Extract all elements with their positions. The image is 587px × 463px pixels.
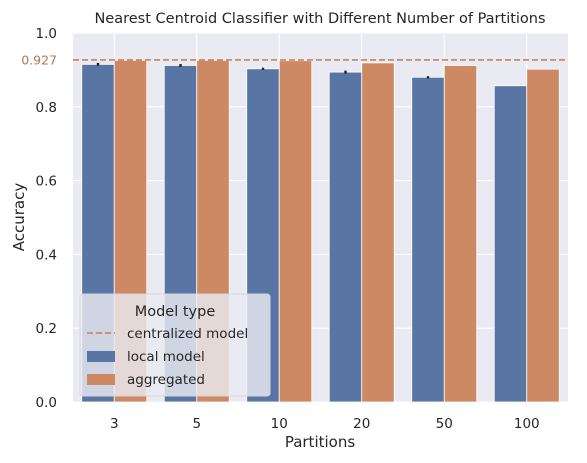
y-tick-label: 0.6 — [36, 174, 57, 190]
reference-value-label: 0.927 — [21, 52, 57, 67]
y-tick-label: 0.0 — [36, 395, 57, 411]
y-tick-label: 0.8 — [36, 100, 57, 116]
bar-local-model-50 — [411, 76, 445, 403]
chart-title: Nearest Centroid Classifier with Differe… — [94, 11, 545, 27]
x-tick-label: 5 — [192, 416, 201, 432]
bar-aggregated-100 — [526, 68, 560, 403]
x-tick-label: 3 — [110, 416, 119, 432]
legend-label-local-model: local model — [127, 349, 205, 365]
bar-aggregated-20 — [361, 62, 395, 403]
legend-title: Model type — [135, 304, 216, 320]
y-tick-label: 1.0 — [36, 26, 57, 42]
x-tick-label: 10 — [271, 416, 288, 432]
x-tick-label: 20 — [353, 416, 370, 432]
bar-aggregated-10 — [278, 60, 313, 403]
legend: Model type centralized model local model… — [79, 293, 271, 397]
legend-swatch-aggregated — [87, 374, 115, 385]
legend-label-centralized-model: centralized model — [127, 326, 248, 342]
legend-swatch-local-model — [87, 351, 115, 362]
bar-local-model-20 — [328, 71, 363, 403]
x-tick-label: 50 — [436, 416, 453, 432]
x-axis-label: Partitions — [285, 433, 356, 451]
legend-box — [79, 293, 271, 397]
y-tick-label: 0.2 — [36, 321, 57, 337]
bar-aggregated-50 — [443, 65, 478, 403]
y-tick-label: 0.4 — [36, 247, 57, 263]
error-bars-layer — [96, 62, 430, 79]
y-axis-label: Accuracy — [10, 183, 28, 252]
legend-label-aggregated: aggregated — [127, 372, 205, 388]
y-axis-ticks: 0.0 0.2 0.4 0.6 0.8 1.0 — [36, 26, 57, 411]
x-tick-label: 100 — [514, 416, 540, 432]
x-axis-ticks: 3 5 10 20 50 100 — [110, 416, 540, 432]
bar-local-model-100 — [493, 85, 528, 403]
